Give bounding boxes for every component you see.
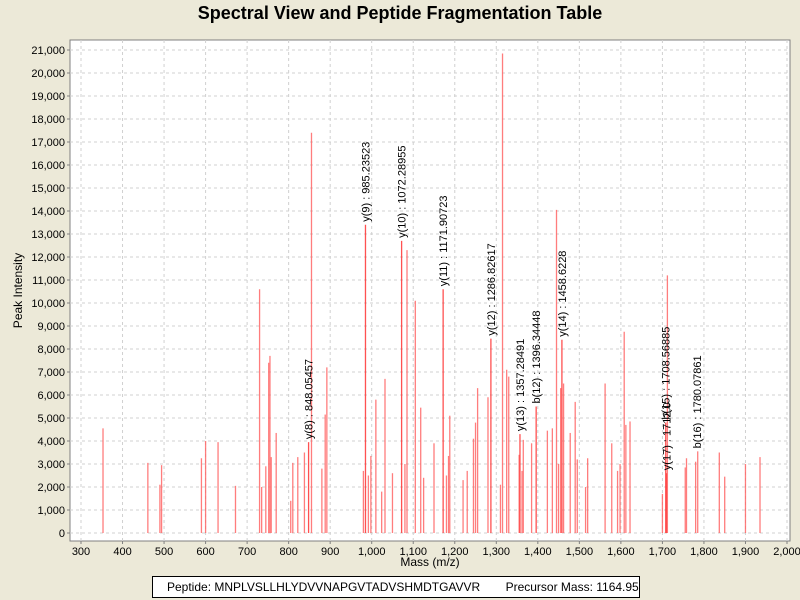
x-tick-label: 900 xyxy=(321,546,339,558)
x-tick-label: 700 xyxy=(238,546,256,558)
y-tick-label: 6,000 xyxy=(37,390,65,402)
x-tick-label: 1,200 xyxy=(441,546,469,558)
peptide-sequence: Peptide: MNPLVSLLHLYDVVNAPGVTADVSHMDTGAV… xyxy=(167,580,481,594)
peak-annotation: y(9) : 985.23523 xyxy=(360,142,372,222)
y-tick-label: 19,000 xyxy=(31,91,65,103)
y-tick-label: 17,000 xyxy=(31,137,65,149)
x-axis-label: Mass (m/z) xyxy=(400,555,459,569)
peptide-legend: Peptide: MNPLVSLLHLYDVVNAPGVTADVSHMDTGAV… xyxy=(152,576,640,598)
y-tick-label: 12,000 xyxy=(31,252,65,264)
peak-annotation: y(17) : 1712.0 xyxy=(662,402,674,470)
y-tick-label: 7,000 xyxy=(37,367,65,379)
y-tick-label: 14,000 xyxy=(31,206,65,218)
y-tick-label: 3,000 xyxy=(37,459,65,471)
y-tick-label: 4,000 xyxy=(37,436,65,448)
x-tick-label: 1,900 xyxy=(732,546,760,558)
y-tick-label: 15,000 xyxy=(31,183,65,195)
peak-annotation: b(15) : 1708.56885 xyxy=(661,327,673,420)
x-tick-label: 300 xyxy=(72,546,90,558)
peak-annotation: b(12) : 1396.34448 xyxy=(531,311,543,404)
y-tick-label: 10,000 xyxy=(31,298,65,310)
x-tick-label: 1,500 xyxy=(566,546,594,558)
x-tick-label: 2,000 xyxy=(773,546,800,558)
y-tick-label: 18,000 xyxy=(31,114,65,126)
peak-annotation: y(8) : 848.05457 xyxy=(304,359,316,439)
plot-area xyxy=(69,39,791,542)
y-tick-label: 1,000 xyxy=(37,505,65,517)
peak-annotation: y(11) : 1171.90723 xyxy=(438,195,450,286)
x-tick-label: 1,400 xyxy=(524,546,552,558)
x-tick-label: 1,800 xyxy=(690,546,718,558)
y-tick-label: 21,000 xyxy=(31,45,65,57)
y-tick-label: 9,000 xyxy=(37,321,65,333)
y-tick-label: 8,000 xyxy=(37,344,65,356)
y-tick-label: 13,000 xyxy=(31,229,65,241)
x-tick-label: 1,300 xyxy=(483,546,511,558)
y-axis-label: Peak Intensity xyxy=(11,253,25,328)
y-tick-label: 20,000 xyxy=(31,68,65,80)
peak-annotation: y(13) : 1357.28491 xyxy=(515,339,527,431)
x-tick-label: 1,000 xyxy=(358,546,386,558)
peak-annotation: b(16) : 1780.07861 xyxy=(692,355,704,448)
peak-annotation: y(10) : 1072.28955 xyxy=(397,146,409,238)
x-tick-label: 800 xyxy=(279,546,297,558)
x-tick-label: 500 xyxy=(155,546,173,558)
x-tick-label: 1,100 xyxy=(399,546,427,558)
y-tick-label: 2,000 xyxy=(37,482,65,494)
y-tick-label: 0 xyxy=(59,528,65,540)
peak-annotation: y(14) : 1458.6228 xyxy=(557,251,569,337)
x-tick-label: 1,700 xyxy=(649,546,677,558)
y-tick-label: 5,000 xyxy=(37,413,65,425)
x-tick-label: 600 xyxy=(196,546,214,558)
precursor-mass: Precursor Mass: 1164.9583 xyxy=(505,580,640,594)
x-tick-label: 400 xyxy=(113,546,131,558)
peak-annotation: y(12) : 1286.82617 xyxy=(486,243,498,335)
y-tick-label: 11,000 xyxy=(32,275,65,287)
y-tick-label: 16,000 xyxy=(31,160,65,172)
chart-title: Spectral View and Peptide Fragmentation … xyxy=(197,3,603,23)
x-tick-label: 1,600 xyxy=(607,546,635,558)
